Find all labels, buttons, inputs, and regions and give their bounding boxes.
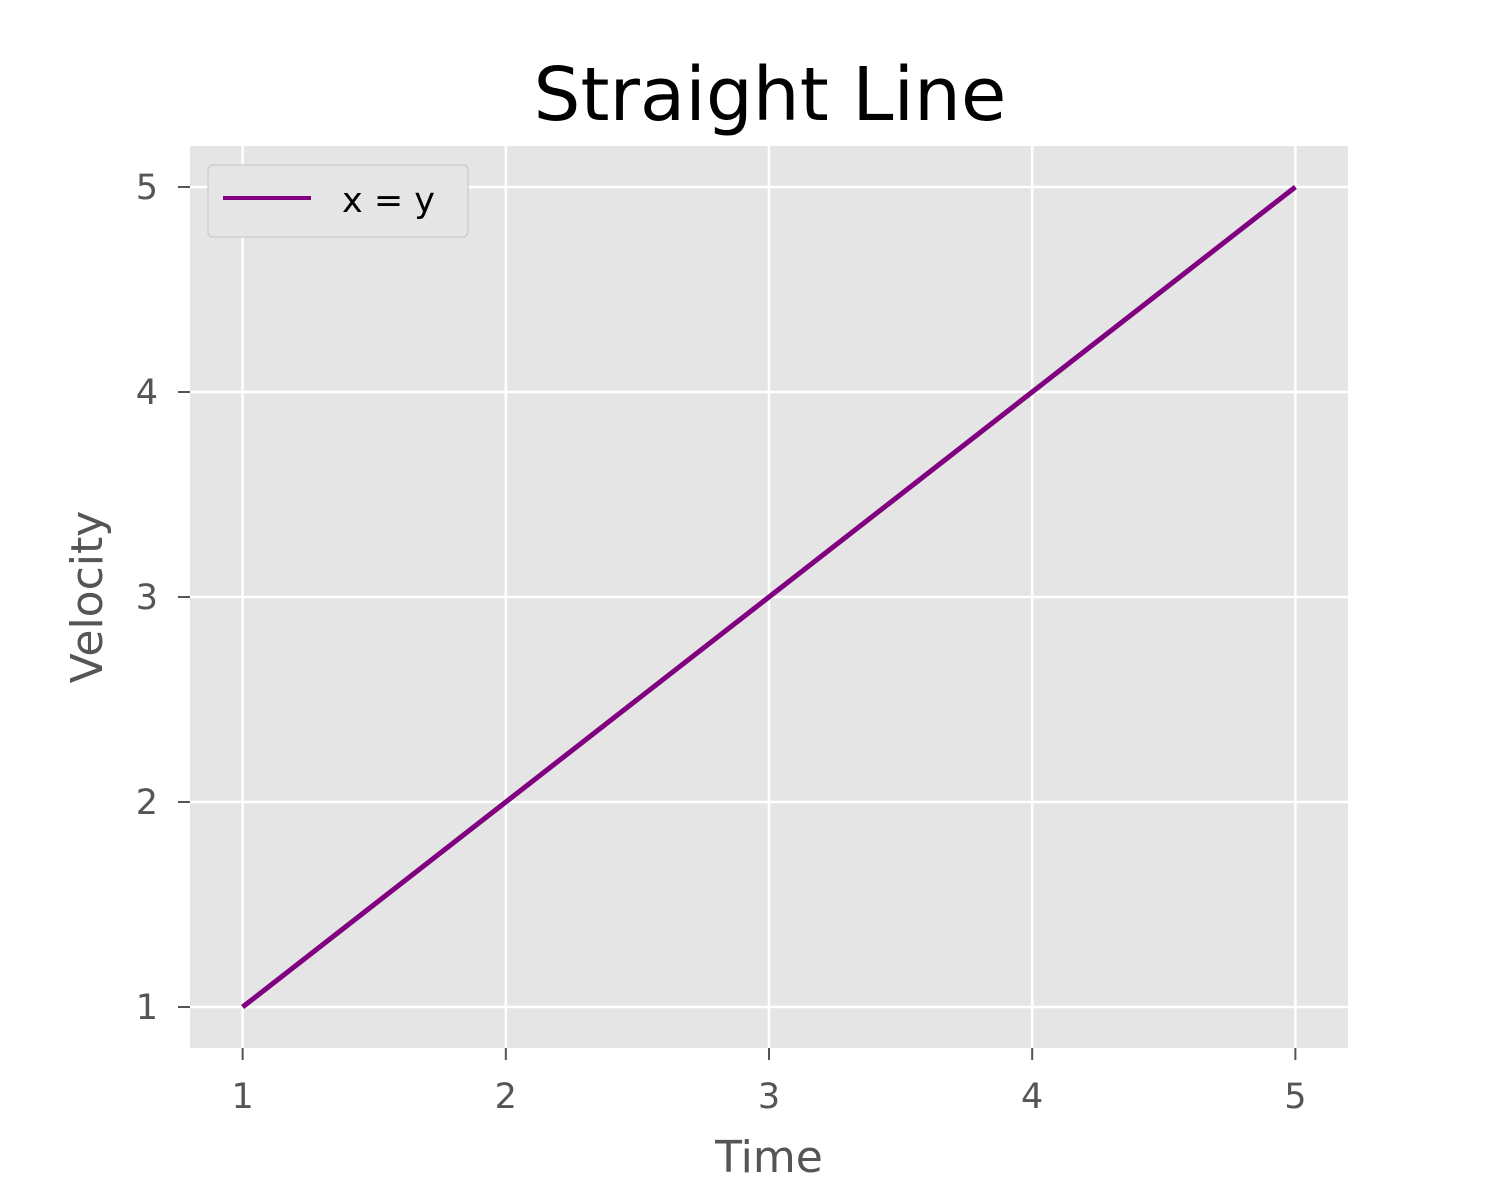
x-axis-label: Time — [714, 1132, 823, 1183]
y-tick-label: 1 — [136, 988, 158, 1028]
x-axis-ticks: 1 2 3 4 5 — [231, 1048, 1307, 1117]
y-tick-label: 5 — [136, 168, 158, 208]
legend-label-x-equals-y: x = y — [342, 181, 435, 221]
y-axis-label: Velocity — [62, 511, 113, 684]
y-tick-label: 4 — [136, 373, 158, 413]
y-tick-label: 2 — [136, 783, 158, 823]
y-tick-label: 3 — [136, 578, 158, 618]
plot-area: 1 2 3 4 5 1 2 3 4 5 — [136, 146, 1348, 1117]
x-tick-label: 3 — [758, 1077, 780, 1117]
x-tick-label: 2 — [495, 1077, 517, 1117]
x-tick-label: 5 — [1284, 1077, 1306, 1117]
legend: x = y — [207, 164, 469, 238]
y-axis-ticks: 1 2 3 4 5 — [136, 168, 190, 1028]
series-line-0 — [241, 185, 1297, 1009]
x-tick-label: 4 — [1021, 1077, 1043, 1117]
chart-title: Straight Line — [534, 52, 1007, 138]
x-tick-label: 1 — [231, 1077, 253, 1117]
legend-box — [207, 164, 469, 238]
series-layer — [241, 185, 1297, 1009]
